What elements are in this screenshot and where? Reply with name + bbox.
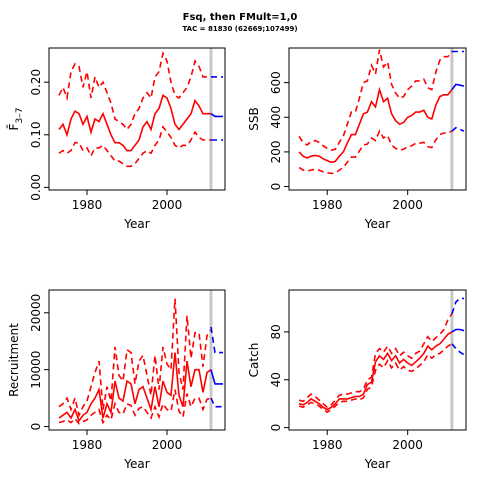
catch-panel: 1980 2000 0 40 80 Year Catch xyxy=(247,289,467,471)
fbar-x-tick-label: 1980 xyxy=(72,198,103,212)
recruitment-forecast-median-line xyxy=(210,369,223,385)
recruitment-median-line xyxy=(58,352,212,423)
catch-forecast-median-line xyxy=(451,328,465,333)
fbar-upper-line xyxy=(58,50,211,131)
catch-plot-frame xyxy=(288,289,467,431)
ssb-panel: 1980 2000 0 200 400 600 Year SSB xyxy=(247,47,467,231)
ssb-y-tick-label: 600 xyxy=(269,71,283,94)
recruitment-y-tick-label: 0 xyxy=(29,423,43,431)
catch-x-axis-label: Year xyxy=(364,457,390,471)
fbar-y-axis-label: F̄3–7 xyxy=(7,108,25,131)
fbar-panel: 1980 2000 0.00 0.10 0.20 Year F̄3–7 xyxy=(7,47,226,231)
catch-forecast-lower-line xyxy=(451,343,465,356)
recruitment-plot-frame xyxy=(48,289,226,431)
recruitment-y-tick-label: 10000 xyxy=(29,351,43,389)
recruitment-x-axis-label: Year xyxy=(123,457,149,471)
fbar-x-axis-label: Year xyxy=(123,217,149,231)
ssb-plot-frame xyxy=(288,47,467,191)
catch-lower-line xyxy=(298,343,453,414)
recruitment-forecast-lower-line xyxy=(210,397,223,408)
recruitment-y-tick-label: 20000 xyxy=(29,294,43,332)
ssb-forecast-median-line xyxy=(451,83,465,91)
ssb-y-tick-label: 200 xyxy=(269,140,283,163)
ssb-lower-line xyxy=(298,129,453,175)
catch-y-tick-label: 80 xyxy=(269,324,283,339)
ssb-forecast-lower-line xyxy=(451,126,465,132)
ssb-y-axis-label: SSB xyxy=(247,107,261,130)
fbar-y-tick-label: 0.20 xyxy=(29,69,43,96)
ssb-x-axis-label: Year xyxy=(364,217,390,231)
ssb-x-tick-label: 1980 xyxy=(312,198,343,212)
fbar-y-tick-label: 0.10 xyxy=(29,121,43,148)
fbar-x-tick-label: 2000 xyxy=(152,198,183,212)
catch-y-axis-label: Catch xyxy=(247,343,261,378)
catch-y-tick-label: 0 xyxy=(269,424,283,432)
ssb-median-line xyxy=(298,86,453,164)
fbar-forecast-median-line xyxy=(210,113,223,118)
fbar-median-line xyxy=(58,94,211,152)
catch-forecast-upper-line xyxy=(451,297,464,315)
chart-subtitle: TAC = 81830 (62669;107499) xyxy=(182,25,297,33)
catch-x-tick-label: 1980 xyxy=(312,438,343,452)
catch-x-tick-label: 2000 xyxy=(392,438,423,452)
recruitment-lower-line xyxy=(58,389,212,425)
ssb-y-tick-label: 0 xyxy=(269,183,283,191)
ssb-y-tick-label: 400 xyxy=(269,106,283,129)
chart-title: Fsq, then FMult=1,0 xyxy=(183,12,298,23)
recruitment-x-tick-label: 1980 xyxy=(72,438,103,452)
fbar-y-tick-label: 0.00 xyxy=(29,174,43,201)
recruitment-y-axis-label: Recruitment xyxy=(7,323,21,397)
recruitment-x-tick-label: 2000 xyxy=(152,438,183,452)
recruitment-upper-line xyxy=(58,298,212,418)
recruitment-forecast-upper-line xyxy=(210,326,223,354)
ssb-x-tick-label: 2000 xyxy=(392,198,423,212)
fbar-lower-line xyxy=(58,125,211,168)
catch-upper-line xyxy=(298,313,453,409)
catch-y-tick-label: 40 xyxy=(269,372,283,387)
fbar-plot-frame xyxy=(48,47,226,191)
catch-median-line xyxy=(298,331,453,411)
ssb-upper-line xyxy=(298,49,453,152)
